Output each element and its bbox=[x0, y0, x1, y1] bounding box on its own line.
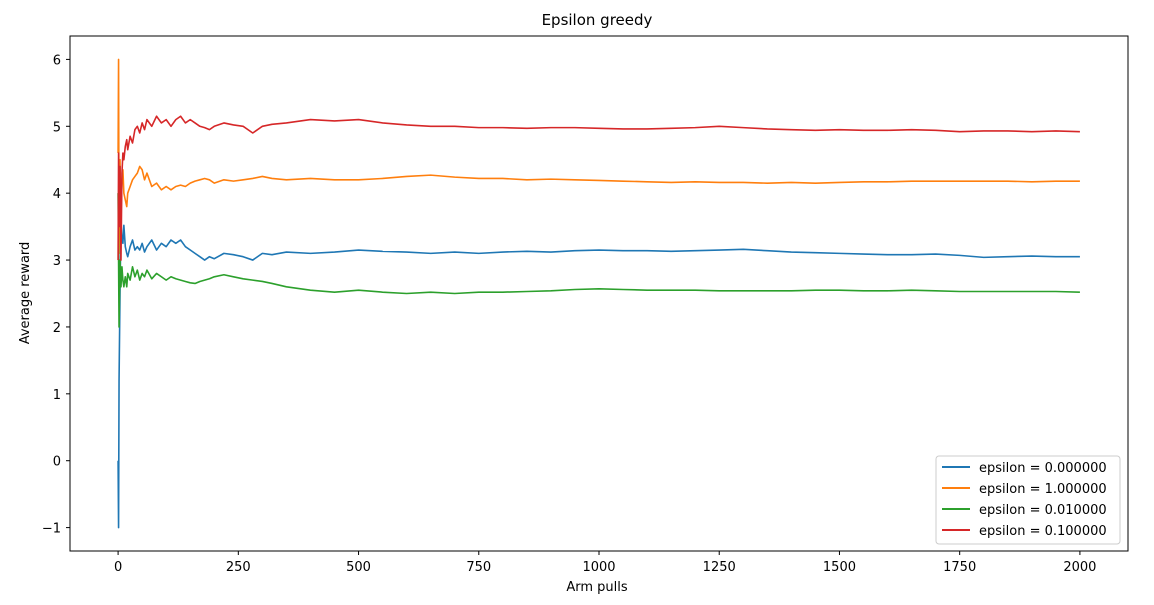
legend: epsilon = 0.000000 epsilon = 1.000000 epsi… bbox=[935, 455, 1121, 545]
series-line-4 bbox=[117, 115, 1080, 261]
x-tick-label: 1500 bbox=[823, 560, 856, 575]
y-tick-label: 4 bbox=[53, 187, 61, 202]
chart-title: Epsilon greedy bbox=[542, 11, 653, 29]
x-tick-label: 0 bbox=[114, 560, 122, 575]
plot-area bbox=[117, 58, 1080, 529]
y-tick-label: 1 bbox=[53, 388, 61, 403]
legend-entry-label: epsilon = 0.000000 bbox=[979, 461, 1107, 476]
x-tick-label: 1000 bbox=[582, 560, 615, 575]
y-tick-label: 0 bbox=[53, 455, 61, 470]
y-axis-label: Average reward bbox=[18, 242, 33, 345]
x-axis-label: Arm pulls bbox=[566, 580, 628, 595]
x-tick-label: 250 bbox=[226, 560, 251, 575]
x-tick-label: 500 bbox=[346, 560, 371, 575]
series-line-1 bbox=[117, 219, 1080, 529]
legend-entry-label: epsilon = 1.000000 bbox=[979, 482, 1107, 497]
series-line-3 bbox=[117, 193, 1080, 328]
x-tick-label: 1250 bbox=[703, 560, 736, 575]
legend-entry-label: epsilon = 0.100000 bbox=[979, 524, 1107, 539]
x-tick-label: 750 bbox=[466, 560, 491, 575]
y-tick-label: −1 bbox=[42, 522, 61, 537]
y-tick-label: 5 bbox=[53, 120, 61, 135]
y-tick-label: 6 bbox=[53, 53, 61, 68]
x-tick-label: 1750 bbox=[943, 560, 976, 575]
legend-box bbox=[935, 455, 1121, 545]
y-tick-label: 2 bbox=[53, 321, 61, 336]
legend-entry-label: epsilon = 0.010000 bbox=[979, 503, 1107, 518]
axes: 0 250 500 750 1000 1250 1500 1750 2000 −1 0 1 2 3 4 5 6 bbox=[42, 35, 1129, 575]
x-tick-label: 2000 bbox=[1063, 560, 1096, 575]
series-line-2 bbox=[117, 58, 1080, 255]
y-tick-label: 3 bbox=[53, 254, 61, 269]
